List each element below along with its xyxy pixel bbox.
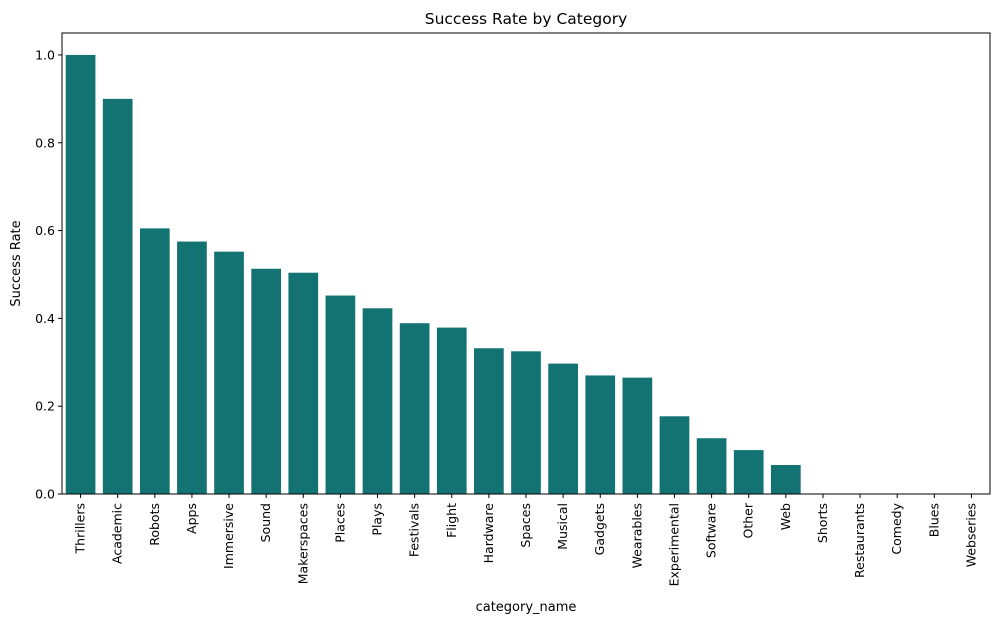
x-tick-label: Software [704, 503, 719, 558]
x-tick-label: Other [741, 502, 756, 538]
bar-software [696, 438, 727, 494]
chart-title: Success Rate by Category [425, 10, 628, 28]
bar-apps [177, 241, 207, 494]
plot-frame [61, 32, 991, 495]
x-tick-label: Gadgets [592, 503, 607, 555]
bar-gadgets [585, 375, 616, 494]
x-tick-label: Makerspaces [295, 503, 310, 584]
x-tick-label: Flight [444, 503, 459, 538]
x-tick-label: Apps [184, 503, 199, 534]
x-tick-label: Sound [258, 503, 273, 542]
x-tick-label: Experimental [666, 503, 681, 586]
x-tick-label: Hardware [481, 503, 496, 564]
bar-spaces [511, 351, 541, 494]
y-tick-label: 0.0 [35, 487, 55, 502]
x-tick-label: Places [332, 503, 347, 543]
bar-hardware [474, 348, 504, 494]
x-tick-label: Comedy [889, 502, 904, 554]
y-axis-label: Success Rate [9, 220, 24, 306]
x-tick-label: Thrillers [73, 503, 88, 554]
bar-sound [251, 268, 282, 494]
bars-group [65, 54, 801, 495]
x-tick-label: Webseries [963, 503, 978, 567]
y-tick-label: 0.2 [35, 399, 55, 414]
x-tick-label: Festivals [407, 503, 422, 557]
y-tick-label: 0.8 [35, 135, 55, 150]
x-tick-label: Plays [370, 503, 385, 536]
bar-wearables [622, 377, 653, 494]
x-axis-ticks: Thrillers Academic Robots Apps Immersive Soun… [73, 494, 978, 586]
bar-other [733, 450, 764, 494]
bar-immersive [214, 251, 244, 494]
x-tick-label: Shorts [815, 503, 830, 543]
x-tick-label: Musical [555, 503, 570, 550]
bar-experimental [659, 416, 690, 494]
y-tick-label: 0.6 [35, 223, 55, 238]
bar-thrillers [65, 54, 96, 494]
bar-makerspaces [288, 272, 319, 494]
x-tick-label: Wearables [629, 503, 644, 568]
x-tick-label: Blues [926, 503, 941, 537]
bar-places [325, 295, 356, 494]
x-tick-label: Restaurants [852, 503, 867, 578]
y-tick-label: 1.0 [35, 47, 55, 62]
x-tick-label: Web [778, 503, 793, 530]
x-tick-label: Spaces [518, 503, 533, 548]
y-axis-ticks: 0.0 0.2 0.4 0.6 0.8 1.0 [35, 47, 62, 502]
bar-flight [436, 327, 467, 494]
bar-academic [102, 98, 133, 495]
bar-festivals [399, 323, 430, 494]
bar-plays [362, 308, 393, 494]
x-tick-label: Immersive [221, 503, 236, 569]
bar-robots [139, 228, 170, 494]
y-tick-label: 0.4 [35, 311, 55, 326]
x-tick-label: Academic [110, 503, 125, 564]
x-axis-label: category_name [476, 600, 577, 615]
bar-web [770, 465, 801, 494]
bar-musical [548, 363, 578, 494]
x-tick-label: Robots [147, 503, 162, 546]
